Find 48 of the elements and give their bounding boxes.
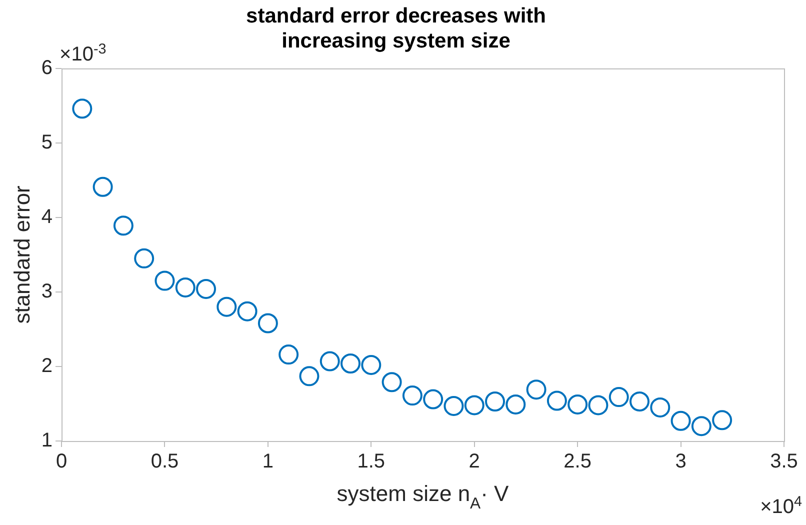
point [196, 278, 216, 299]
point [299, 366, 320, 386]
y-tick-label: 5 [41, 131, 53, 154]
point [154, 270, 175, 291]
x-tick-label: 3.5 [770, 450, 798, 473]
point [340, 354, 361, 374]
point [650, 397, 670, 418]
point [712, 410, 732, 430]
point [237, 301, 258, 322]
x-tick-label: 1 [262, 450, 274, 473]
chart-title: standard error decreases with increasing system size [246, 4, 546, 53]
point [670, 410, 691, 431]
point [423, 389, 444, 410]
point [175, 277, 196, 298]
point [608, 387, 629, 408]
point [526, 380, 546, 400]
x-tick-label: 0 [56, 450, 68, 473]
point [361, 354, 382, 375]
point [278, 344, 299, 365]
y-tick-label: 2 [41, 354, 53, 377]
point [568, 394, 588, 414]
point [258, 313, 278, 334]
point [134, 248, 154, 268]
point [485, 392, 506, 412]
point [546, 390, 567, 411]
x-tick-label: 1.5 [357, 450, 386, 473]
point [216, 296, 237, 317]
point [588, 395, 608, 416]
point [691, 416, 712, 436]
x-tick-label: 2 [468, 450, 480, 473]
point [72, 98, 92, 119]
point [402, 386, 422, 406]
x-tick-label: 3 [675, 450, 686, 473]
y-tick-label: 6 [41, 56, 53, 79]
x-tick-label: 2.5 [564, 450, 592, 473]
point [506, 394, 526, 414]
point [630, 392, 650, 412]
y-tick-label: 4 [41, 206, 53, 228]
y-axis-title: standard error [9, 186, 34, 324]
y-tick-label: 3 [41, 280, 53, 302]
point [464, 395, 484, 416]
point [444, 396, 464, 416]
x-tick-label: 0.5 [150, 450, 179, 473]
y-tick-label: 1 [41, 430, 53, 452]
point [92, 176, 113, 197]
point [113, 216, 134, 236]
point [382, 372, 402, 392]
point [320, 351, 340, 372]
